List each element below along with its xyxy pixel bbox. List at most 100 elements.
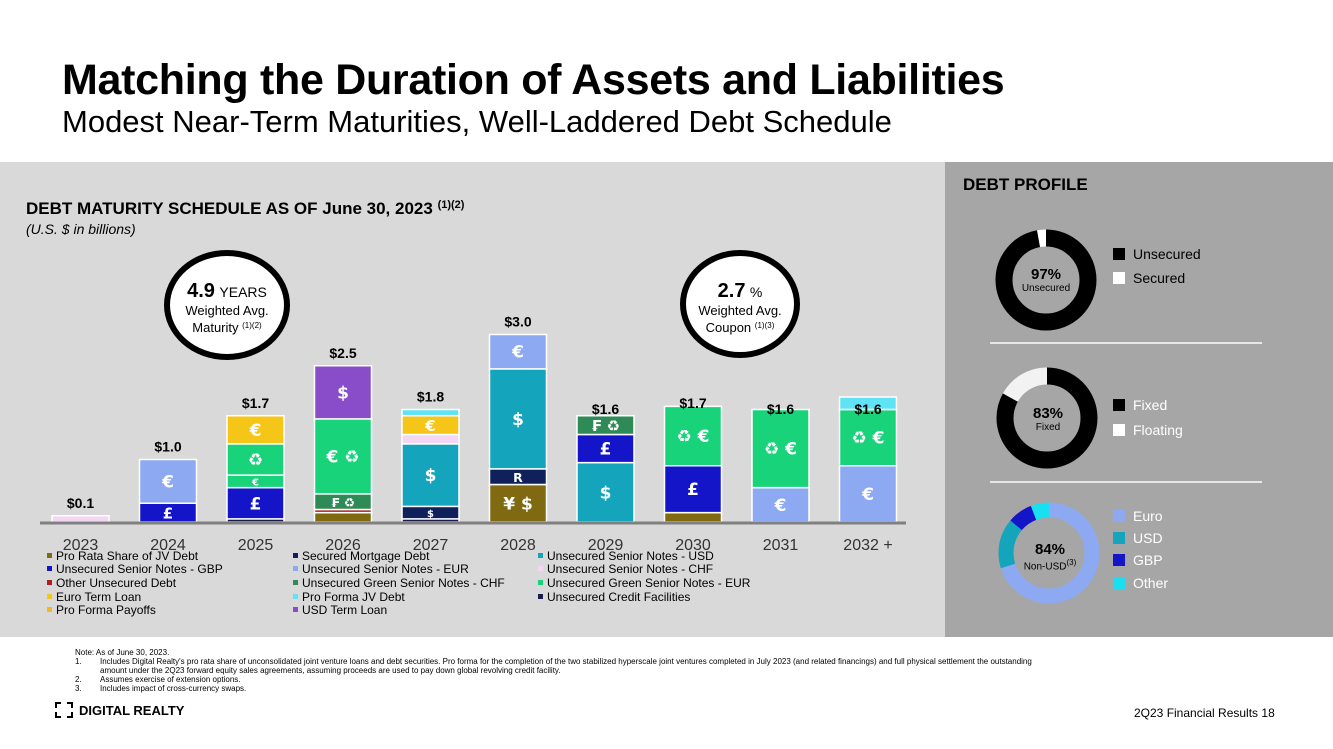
- segment-symbol: R: [513, 470, 523, 485]
- bar-segment: [663, 465, 723, 514]
- bar-segment: [138, 458, 198, 504]
- legend-swatch: [293, 607, 298, 612]
- bar-segment: [751, 486, 810, 523]
- footnote-3: 3. Includes impact of cross-currency swap…: [75, 684, 247, 693]
- legend-floating: Floating: [1113, 422, 1183, 438]
- debt-profile-title: DEBT PROFILE: [963, 175, 1088, 194]
- bar-segment: [576, 433, 635, 464]
- segment-symbol: €: [251, 478, 259, 489]
- segment-symbol: $: [425, 466, 437, 486]
- category-label: 2023: [63, 537, 99, 554]
- legend-swatch: [293, 594, 298, 599]
- legend-unsecured: Unsecured: [1113, 246, 1201, 262]
- unsecured-donut-label: 97% Unsecured: [1011, 266, 1081, 294]
- bar-segment: [751, 408, 810, 489]
- category-label: 2032 +: [843, 537, 892, 554]
- category-label: 2028: [500, 537, 536, 554]
- fixed-label: Fixed: [1035, 422, 1061, 433]
- total-label: $1.6: [854, 401, 881, 417]
- segment-symbol: ♻: [248, 451, 263, 471]
- segment-symbol: $: [600, 483, 612, 503]
- bar-segment: [488, 483, 548, 523]
- footnote-1: 1. Includes Digital Realty's pro rata sha…: [75, 657, 1032, 675]
- legend-swatch: [293, 566, 298, 571]
- legend-other: Other: [1113, 575, 1168, 591]
- currency-pct: 84%: [1034, 541, 1066, 558]
- segment-symbol: £: [600, 440, 612, 460]
- legend-swatch: [293, 553, 298, 558]
- debt-maturity-chart: $0.1 2023 £ € $1.0 2024 £ € ♻ € $1.7 2025 ₣ ♻ € ♻ $ $2.…: [40, 314, 906, 554]
- maturity-value: 4.9: [187, 280, 215, 302]
- total-label: $1.7: [242, 395, 269, 411]
- bar-segment: [226, 415, 285, 445]
- total-label: $1.6: [767, 401, 794, 417]
- bar-segment: [401, 408, 460, 417]
- bar-segment: [313, 418, 373, 495]
- bar-segment: [838, 408, 898, 467]
- segment-symbol: €: [774, 496, 787, 516]
- maturity-callout: 4.9 YEARS Weighted Avg. Maturity (1)(2): [164, 250, 290, 360]
- unsecured-pct: 97%: [1030, 266, 1062, 283]
- debt-profile-donuts: [995, 229, 1100, 604]
- segment-symbol: ♻ €: [764, 440, 797, 460]
- currency-label: Non-USD(3): [1023, 558, 1077, 573]
- legend-item: Euro Term Loan: [47, 591, 141, 604]
- bar-segment: [488, 368, 548, 470]
- total-label: $1.6: [592, 401, 619, 417]
- note-text: Note: As of June 30, 2023.: [75, 648, 170, 657]
- category-label: 2031: [763, 537, 799, 554]
- divider: [990, 481, 1262, 483]
- legend-item: Unsecured Credit Facilities: [538, 591, 690, 604]
- legend-item: Unsecured Senior Notes - EUR: [293, 563, 469, 576]
- logo-bracket-icon: [55, 702, 73, 718]
- coupon-callout: 2.7 % Weighted Avg. Coupon (1)(3): [680, 250, 800, 358]
- legend-gbp: GBP: [1113, 552, 1163, 568]
- coupon-value: 2.7: [717, 280, 746, 302]
- segment-symbol: £: [687, 480, 699, 500]
- footnote-2: 2. Assumes exercise of extension options.: [75, 675, 241, 684]
- segment-symbol: £: [250, 494, 262, 514]
- segment-symbol: $: [427, 509, 434, 520]
- maturity-line2: Maturity (1)(2): [192, 320, 262, 335]
- total-label: $1.8: [417, 389, 444, 405]
- segment-symbol: €: [861, 485, 874, 505]
- footnotes: Note: As of June 30, 2023. 1. Includes Di…: [75, 648, 1035, 693]
- legend-swatch: [538, 580, 543, 585]
- debt-maturity-panel: [0, 162, 945, 637]
- category-label: 2025: [238, 537, 274, 554]
- legend-euro: Euro: [1113, 508, 1163, 524]
- total-label: $1.7: [679, 395, 706, 411]
- currency-donut-slice: [998, 502, 1100, 604]
- legend-item: Unsecured Senior Notes - GBP: [47, 563, 223, 576]
- chart-title: DEBT MATURITY SCHEDULE AS OF June 30, 20…: [26, 199, 465, 218]
- chart-legend: Pro Rata Share of JV Debt Unsecured Seni…: [47, 550, 927, 620]
- bar-segment: [226, 486, 285, 520]
- coupon-line1: Weighted Avg.: [698, 303, 782, 318]
- bar-segment: [663, 511, 723, 523]
- segment-symbol: € ♻: [326, 447, 360, 467]
- maturity-unit: YEARS: [219, 284, 267, 300]
- legend-swatch: [538, 553, 543, 558]
- total-label: $1.0: [154, 439, 181, 455]
- legend-item: Other Unsecured Debt: [47, 577, 176, 590]
- coupon-line2: Coupon (1)(3): [705, 320, 775, 335]
- category-label: 2027: [413, 537, 449, 554]
- unsecured-donut-slice: [995, 229, 1097, 331]
- total-label: $3.0: [504, 314, 531, 330]
- fixed-donut-label: 83% Fixed: [1013, 405, 1083, 433]
- legend-item: Pro Rata Share of JV Debt: [47, 550, 198, 563]
- total-label: $0.1: [67, 495, 94, 511]
- legend-swatch: [538, 594, 543, 599]
- bar-segment: [488, 333, 548, 370]
- legend-swatch: [293, 580, 298, 585]
- fixed-donut-slice: [996, 367, 1098, 469]
- legend-swatch: [47, 553, 52, 558]
- legend-fixed: Fixed: [1113, 397, 1167, 413]
- bar-segment: [838, 396, 898, 411]
- legend-item: Pro Forma JV Debt: [293, 591, 405, 604]
- category-label: 2024: [150, 537, 186, 554]
- legend-usd: USD: [1113, 530, 1163, 546]
- currency-donut-label: 84% Non-USD(3): [1015, 541, 1085, 572]
- legend-swatch: [47, 580, 52, 585]
- bar-segment: [313, 511, 373, 523]
